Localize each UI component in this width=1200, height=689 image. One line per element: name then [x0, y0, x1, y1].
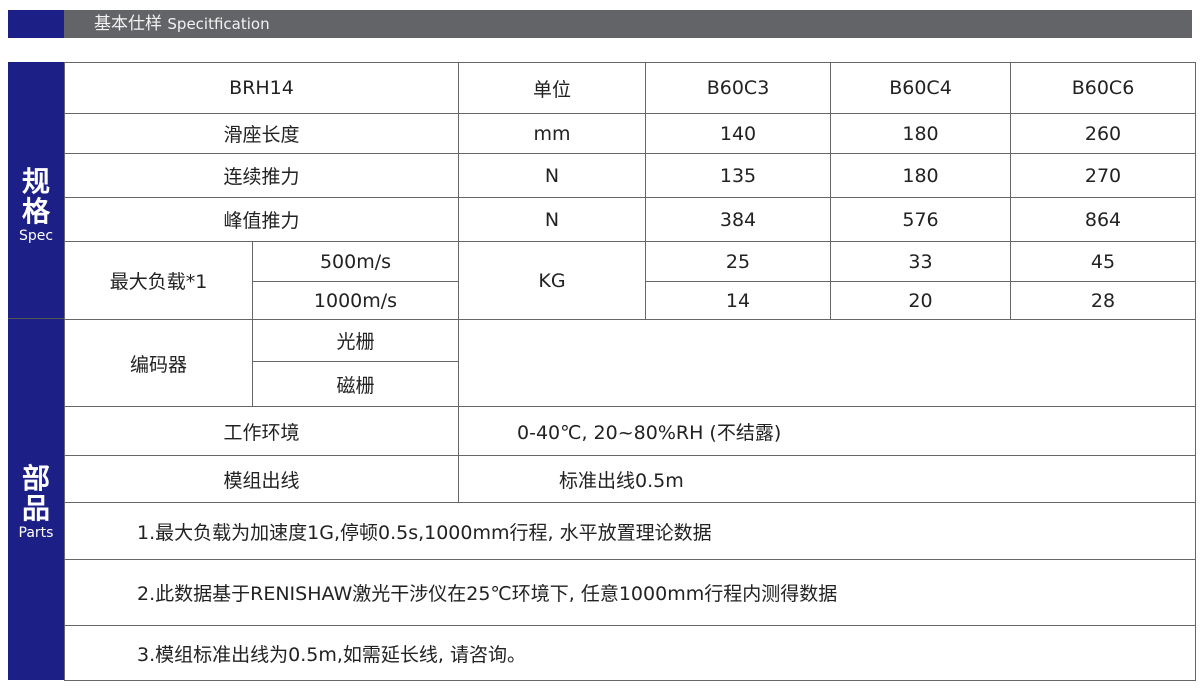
row-unit: N: [458, 197, 647, 242]
spec-cn: 规: [21, 165, 50, 198]
note: 2.此数据基于RENISHAW激光干涉仪在25℃环境下, 任意1000mm行程内…: [63, 559, 1197, 626]
parts-side-label: 部 品 Parts: [8, 319, 64, 680]
table-row: 磁栅: [65, 361, 1196, 407]
table-row: 编码器 光栅: [64, 319, 1197, 407]
parts-cn: 部: [21, 462, 50, 495]
row-label: 峰值推力: [63, 197, 460, 242]
cell: 384: [645, 197, 832, 242]
parts-en: Parts: [18, 525, 54, 541]
parts-cn: 品: [21, 492, 50, 525]
model-header: BRH14: [63, 62, 460, 114]
note: 3.模组标准出线为0.5m,如需延长线, 请咨询。: [63, 625, 1197, 681]
cell: 25: [645, 241, 832, 282]
cell: 576: [830, 197, 1012, 242]
note: 1.最大负载为加速度1G,停顿0.5s,1000mm行程, 水平放置理论数据: [63, 502, 1197, 560]
load-unit: KG: [458, 241, 647, 320]
note-row: 2.此数据基于RENISHAW激光干涉仪在25℃环境下, 任意1000mm行程内…: [63, 559, 1197, 626]
section-header: 基本仕样 Specitfication: [64, 10, 1192, 38]
unit-header: 单位: [458, 62, 647, 114]
row-unit: N: [458, 153, 647, 198]
cell: 45: [1010, 241, 1197, 282]
cell: 135: [645, 153, 832, 198]
col-header: B60C4: [830, 62, 1012, 114]
cell: 28: [1010, 281, 1197, 320]
spec-table: BRH14 单位 B60C3 B60C4 B60C6 滑座长度 mm 140 1…: [63, 62, 1197, 681]
cell: 20: [830, 281, 1012, 320]
note-row: 1.最大负载为加速度1G,停顿0.5s,1000mm行程, 水平放置理论数据: [63, 502, 1197, 560]
table-row: 滑座长度 mm 140 180 260: [63, 113, 1197, 154]
header-accent: [8, 10, 64, 38]
encoder-sub-label: 磁栅: [251, 361, 460, 407]
row-unit: mm: [458, 113, 647, 154]
section-title-cn: 基本仕样: [94, 14, 162, 34]
cell: 180: [830, 153, 1012, 198]
col-header: B60C3: [645, 62, 832, 114]
encoder-sub-label: 光栅: [251, 319, 460, 362]
col-header: B60C6: [1010, 62, 1197, 114]
cell: 140: [645, 113, 832, 154]
env-value: 0-40℃, 20~80%RH (不结露): [458, 406, 1197, 456]
cell: 270: [1010, 153, 1197, 198]
section-title-en: Specitfication: [167, 15, 270, 33]
cable-label: 模组出线: [63, 455, 460, 503]
row-label: 连续推力: [63, 153, 460, 198]
table-row: 最大负载*1 500m/s KG 25 33 45: [64, 241, 1197, 320]
row-label: 滑座长度: [63, 113, 460, 154]
cell: 864: [1010, 197, 1197, 242]
table-header-row: BRH14 单位 B60C3 B60C4 B60C6: [63, 62, 1197, 114]
env-label: 工作环境: [63, 406, 460, 456]
load-label: 最大负载*1: [64, 241, 253, 320]
cable-value: 标准出线0.5m: [458, 455, 1197, 503]
load-sub-label: 500m/s: [251, 241, 460, 282]
cell: 260: [1010, 113, 1197, 154]
spec-side-label: 规 格 Spec: [8, 62, 64, 319]
table-row: 连续推力 N 135 180 270: [63, 153, 1197, 198]
spec-cn: 格: [21, 195, 50, 228]
load-sub-label: 1000m/s: [251, 281, 460, 320]
cell: 180: [830, 113, 1012, 154]
table-row: 1000m/s 14 20 28: [65, 281, 1197, 320]
table-row: 峰值推力 N 384 576 864: [63, 197, 1197, 242]
cell: 14: [645, 281, 832, 320]
spec-en: Spec: [18, 228, 54, 244]
encoder-value: [458, 319, 1197, 407]
table-row: 工作环境 0-40℃, 20~80%RH (不结露): [63, 406, 1197, 456]
encoder-label: 编码器: [64, 319, 253, 407]
note-row: 3.模组标准出线为0.5m,如需延长线, 请咨询。: [63, 625, 1197, 681]
cell: 33: [830, 241, 1012, 282]
table-row: 模组出线 标准出线0.5m: [63, 455, 1197, 503]
